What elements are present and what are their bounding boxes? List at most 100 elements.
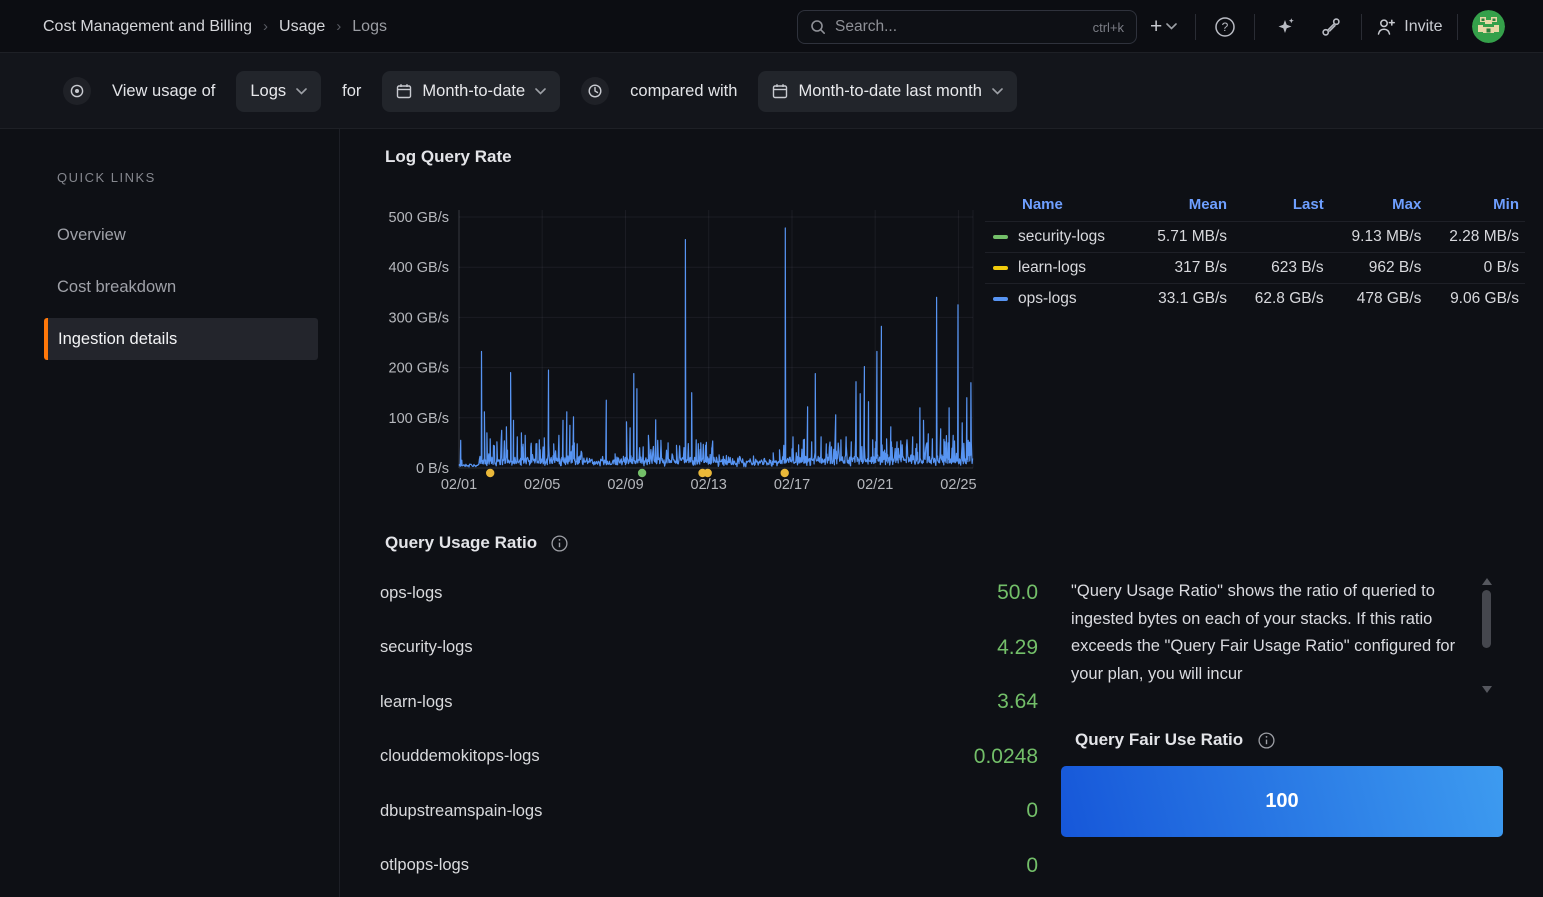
divider	[1361, 13, 1363, 40]
quick-links-heading: QUICK LINKS	[57, 170, 156, 185]
usage-ratio-row: dbupstreamspain-logs 0	[380, 784, 1038, 839]
series-mean: 317 B/s	[1135, 252, 1234, 284]
series-name: learn-logs	[1018, 259, 1087, 276]
annotation-marker[interactable]	[637, 468, 647, 478]
series-last: 623 B/s	[1233, 252, 1330, 284]
scroll-up-arrow[interactable]	[1482, 578, 1492, 585]
divider	[1195, 13, 1197, 40]
svg-text:02/17: 02/17	[774, 477, 810, 493]
log-query-rate-chart: 0 B/s 100 GB/s 200 GB/s 300 GB/s 400 GB/s 500…	[389, 210, 977, 493]
query-fair-use-ratio-value: 100	[1265, 790, 1299, 812]
sidebar-item-ingestion-details[interactable]: Ingestion details	[44, 318, 318, 360]
annotation-marker[interactable]	[780, 468, 789, 478]
svg-text:02/09: 02/09	[607, 477, 643, 493]
legend-header-min[interactable]: Min	[1493, 196, 1519, 213]
chevron-down-icon	[296, 87, 307, 95]
series-color-swatch	[993, 234, 1008, 239]
sparkles-icon	[1278, 17, 1295, 33]
scroll-thumb[interactable]	[1482, 590, 1491, 648]
series-max: 9.13 MB/s	[1329, 221, 1428, 253]
legend-row-learn-logs[interactable]: learn-logs 317 B/s 623 B/s 962 B/s 0 B/s	[985, 252, 1525, 284]
stack-name: otlpops-logs	[380, 856, 469, 875]
series-mean: 33.1 GB/s	[1135, 283, 1234, 314]
query-usage-ratio-list: ops-logs 50.0 security-logs 4.29 learn-logs 3…	[380, 566, 1038, 893]
svg-text:300 GB/s: 300 GB/s	[389, 310, 449, 326]
legend-row-ops-logs[interactable]: ops-logs 33.1 GB/s 62.8 GB/s 478 GB/s 9.06 G…	[985, 283, 1525, 314]
series-color-swatch	[993, 296, 1008, 301]
chevron-down-icon	[535, 87, 546, 95]
search-input[interactable]: Search... ctrl+k	[797, 10, 1137, 44]
series-last: 62.8 GB/s	[1233, 283, 1330, 314]
plus-icon: +	[1150, 15, 1163, 38]
series-max: 962 B/s	[1329, 252, 1428, 284]
help-icon: ?	[1215, 16, 1236, 37]
usage-ratio-value: 50.0	[997, 581, 1038, 605]
view-usage-label: View usage of	[112, 81, 216, 100]
series-name: ops-logs	[1018, 290, 1077, 307]
svg-text:02/21: 02/21	[857, 477, 893, 493]
sidebar-item-overview[interactable]: Overview	[57, 225, 126, 244]
usage-ratio-value: 0.0248	[973, 744, 1038, 768]
compare-period-dropdown[interactable]: Month-to-date last month	[758, 70, 1017, 112]
chevron-down-icon	[1166, 23, 1178, 30]
query-fair-use-ratio-title: Query Fair Use Ratio	[1075, 730, 1244, 749]
calendar-icon	[773, 84, 788, 99]
person-plus-icon	[1378, 18, 1396, 35]
query-usage-ratio-description: "Query Usage Ratio" shows the ratio of q…	[1071, 582, 1456, 683]
series-color-swatch	[993, 265, 1008, 270]
legend-header-name[interactable]: Name	[1022, 196, 1063, 213]
invite-button[interactable]: Invite	[1376, 17, 1443, 37]
divider	[1254, 13, 1256, 40]
scrollbar[interactable]	[1481, 578, 1492, 696]
scroll-down-arrow[interactable]	[1482, 686, 1492, 693]
series-mean: 5.71 MB/s	[1135, 221, 1234, 253]
info-icon[interactable]	[551, 534, 568, 552]
ai-assistant-button[interactable]	[1269, 11, 1301, 43]
search-icon	[810, 19, 826, 35]
stack-name: security-logs	[380, 638, 473, 657]
breadcrumb: Cost Management and Billing › Usage › Logs	[43, 0, 387, 53]
annotation-marker[interactable]	[703, 468, 712, 478]
add-new-button[interactable]: +	[1146, 12, 1181, 41]
usage-ratio-row: learn-logs 3.64	[380, 675, 1038, 730]
annotation-marker[interactable]	[486, 468, 495, 478]
svg-text:02/01: 02/01	[441, 477, 477, 493]
query-fair-use-ratio-gauge: 100	[1061, 766, 1503, 837]
bone-icon[interactable]	[1315, 11, 1347, 43]
legend-header-max[interactable]: Max	[1392, 196, 1422, 213]
stack-name: dbupstreamspain-logs	[380, 801, 543, 820]
chart-title: Log Query Rate	[385, 147, 512, 166]
legend-row-security-logs[interactable]: security-logs 5.71 MB/s 9.13 MB/s 2.28 MB/s	[985, 221, 1525, 253]
top-nav-bar: Cost Management and Billing › Usage › Logs S…	[0, 0, 1543, 53]
calendar-icon	[397, 84, 412, 99]
sidebar-items: Overview Cost breakdown Ingestion details	[0, 209, 339, 365]
breadcrumb-separator: ›	[336, 18, 342, 35]
ops-logs-series-line	[458, 227, 974, 468]
usage-type-dropdown[interactable]: Logs	[236, 70, 322, 112]
filter-bar: View usage of Logs for Month-to-date com…	[0, 53, 1543, 129]
stack-name: ops-logs	[380, 583, 443, 602]
breadcrumb-item[interactable]: Cost Management and Billing	[43, 17, 253, 35]
sidebar-item-cost-breakdown[interactable]: Cost breakdown	[57, 277, 177, 296]
user-avatar[interactable]	[1471, 10, 1505, 43]
usage-ratio-value: 0	[1026, 853, 1038, 877]
breadcrumb-separator: ›	[263, 18, 269, 35]
breadcrumb-item: Logs	[352, 17, 387, 35]
svg-text:02/05: 02/05	[524, 477, 560, 493]
query-usage-ratio-heading: Query Usage Ratio	[385, 533, 568, 553]
legend-header-mean[interactable]: Mean	[1188, 196, 1228, 213]
usage-ratio-value: 0	[1026, 799, 1038, 823]
svg-text:02/13: 02/13	[691, 477, 727, 493]
info-icon[interactable]	[1258, 731, 1275, 749]
help-button[interactable]: ?	[1210, 12, 1240, 42]
nav-actions: + ? Invite	[1146, 0, 1505, 53]
series-min: 2.28 MB/s	[1427, 221, 1525, 253]
for-label: for	[342, 81, 362, 100]
query-usage-ratio-title: Query Usage Ratio	[385, 533, 538, 552]
compare-period-value: Month-to-date last month	[798, 81, 982, 100]
breadcrumb-item[interactable]: Usage	[279, 17, 326, 35]
period-dropdown[interactable]: Month-to-date	[382, 70, 561, 112]
search-shortcut: ctrl+k	[1092, 19, 1124, 35]
legend-header-last[interactable]: Last	[1292, 196, 1324, 213]
